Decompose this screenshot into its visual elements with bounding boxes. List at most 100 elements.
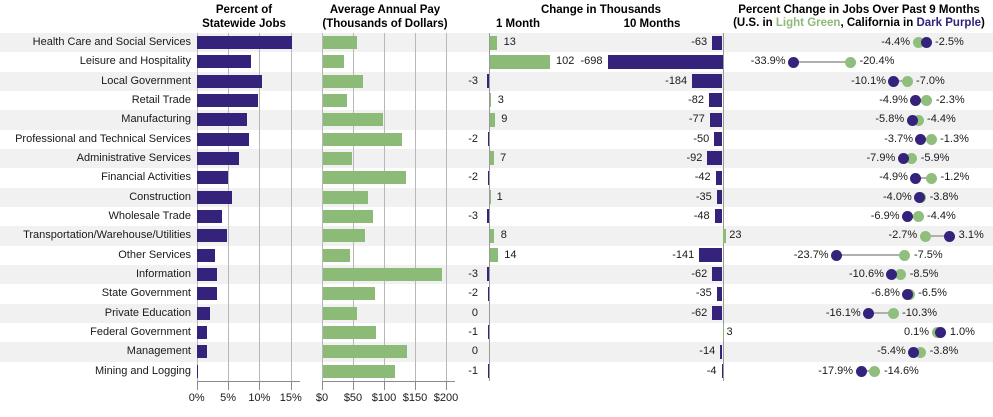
pct-right-value: -10.3% <box>902 306 937 319</box>
change-1mo-bar <box>489 190 491 205</box>
change-1mo-value: 0 <box>471 345 478 358</box>
gridline <box>322 33 323 381</box>
change-10mo-value: -35 <box>695 190 712 203</box>
axis-tick <box>196 380 198 390</box>
pct-right-value: 3.1% <box>958 229 984 242</box>
change-10mo-value: 23 <box>729 229 742 242</box>
percent-jobs-bar <box>197 55 252 69</box>
us-dot <box>921 95 933 107</box>
us-dot <box>906 153 918 165</box>
ca-dot <box>944 230 956 242</box>
axis-tick-label: $0 <box>315 391 329 404</box>
change-1mo-value: 1 <box>496 190 503 203</box>
percent-jobs-bar <box>197 151 239 165</box>
change-10mo-value: -35 <box>695 287 712 300</box>
change-1mo-value: 9 <box>501 113 508 126</box>
change-10mo-value: -50 <box>693 132 710 145</box>
percent-jobs-bar <box>197 287 217 301</box>
gridline <box>446 33 447 381</box>
percent-jobs-bar <box>197 248 215 262</box>
change-10mo-value: -698 <box>580 55 603 68</box>
change-1mo-value: 0 <box>471 306 478 319</box>
ca-dot <box>935 327 947 339</box>
change-1mo-value: 13 <box>503 36 516 48</box>
change-10mo-bar <box>699 248 723 263</box>
change-1mo-bar <box>489 93 492 108</box>
ca-dot <box>902 288 914 300</box>
change-10mo-bar <box>722 325 724 340</box>
change-10mo-bar <box>712 306 723 321</box>
change-1mo-bar <box>487 170 489 185</box>
pct-right-value: -2.5% <box>935 36 964 48</box>
change-10mo-bar <box>716 286 723 301</box>
change-10mo-bar <box>607 54 723 69</box>
pct-left-value: -10.6% <box>849 267 884 280</box>
pay-bar <box>322 36 357 49</box>
change-1mo-value: 14 <box>504 248 517 261</box>
subtitle-suffix: ) <box>981 17 985 29</box>
change-1mo-value: 102 <box>556 55 575 68</box>
pct-right-value: -1.2% <box>940 171 970 184</box>
pay-bar <box>322 229 366 243</box>
row-stripe <box>0 148 993 169</box>
pay-bar <box>322 306 358 320</box>
change-10mo-bar <box>714 132 723 147</box>
row-label: Management <box>126 345 191 358</box>
change-10mo-value: -92 <box>686 151 703 164</box>
pay-bar <box>322 113 384 127</box>
change-10mo-value: -141 <box>672 248 695 261</box>
change-1mo-bar <box>489 54 550 69</box>
ca-dot <box>788 56 800 68</box>
percent-jobs-bar <box>197 132 250 146</box>
change-10mo-bar <box>715 170 723 185</box>
change-1mo-bar <box>487 209 489 224</box>
axis-tick-label: 15% <box>279 391 302 404</box>
change-10mo-value: -42 <box>694 171 711 184</box>
row-label: Manufacturing <box>121 113 191 126</box>
row-label: Federal Government <box>90 325 191 338</box>
gridline <box>196 33 198 381</box>
row-stripe <box>0 187 993 207</box>
pay-bar <box>322 209 374 223</box>
percent-jobs-bar <box>197 325 207 339</box>
change-1mo-bar <box>487 267 489 282</box>
pct-left-value: -5.4% <box>877 345 906 358</box>
gridline <box>259 33 261 381</box>
change-1mo-bar <box>487 74 489 89</box>
axis-tick <box>259 380 261 390</box>
pct-change-subtitle: (U.S. in Light Green, California in Dark… <box>725 17 993 29</box>
row-label: Private Education <box>104 306 191 319</box>
gridline <box>290 33 292 381</box>
change-1mo-value: 7 <box>500 151 507 164</box>
pay-bar <box>322 55 344 69</box>
pct-left-value: -23.7% <box>793 248 829 261</box>
row-label: Transportation/Warehouse/Utilities <box>23 229 191 242</box>
pct-right-value: -20.4% <box>859 55 895 68</box>
change-10mo-bar <box>712 267 723 282</box>
us-dot <box>887 307 899 319</box>
pay-bar <box>322 287 376 301</box>
change-10mo-bar <box>714 209 723 224</box>
ca-dot <box>910 172 922 184</box>
row-stripe <box>0 110 993 130</box>
pct-right-value: -1.3% <box>940 132 969 145</box>
row-label: Professional and Technical Services <box>15 132 191 145</box>
axis-tick <box>384 380 385 390</box>
change-title: Change in Thousands <box>540 4 662 16</box>
row-label: Other Services <box>118 248 191 261</box>
axis-tick <box>228 380 230 390</box>
change-1mo-value: 3 <box>497 93 504 106</box>
axis-tick-label: $100 <box>371 391 397 404</box>
change-10mo-bar <box>716 190 723 205</box>
percent-jobs-bar <box>197 36 292 49</box>
pay-bar <box>322 345 408 359</box>
ca-dot <box>831 249 843 261</box>
us-dot <box>901 75 913 87</box>
change-10mo-bar <box>722 228 727 243</box>
us-dot <box>899 249 911 261</box>
pay-bar <box>322 364 396 378</box>
pct-left-value: -4.9% <box>879 93 908 106</box>
change-10mo-value: -184 <box>665 74 688 87</box>
percent-jobs-bar <box>197 171 228 185</box>
